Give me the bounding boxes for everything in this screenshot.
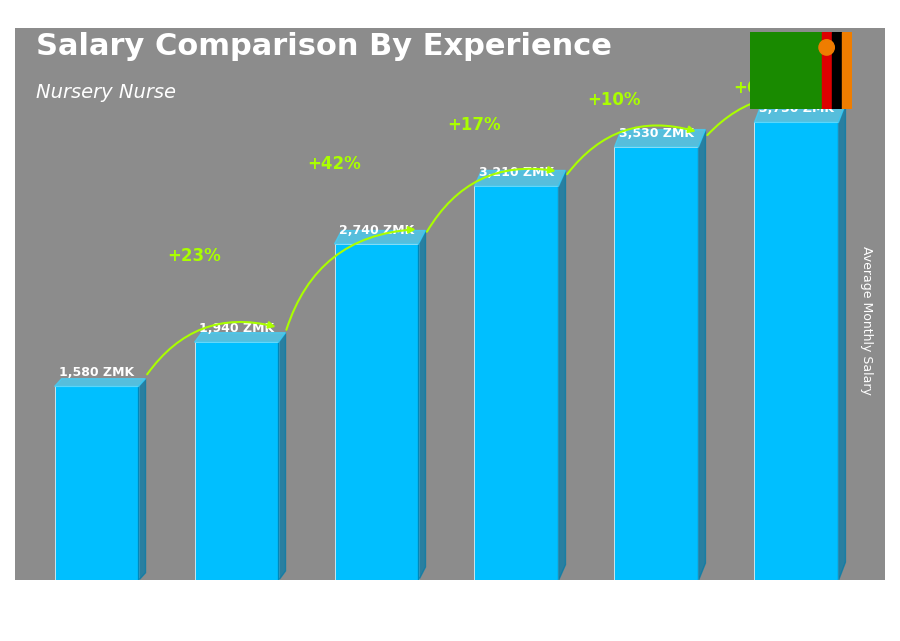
- Text: Nursery Nurse: Nursery Nurse: [36, 83, 176, 103]
- Text: +17%: +17%: [447, 116, 501, 134]
- Bar: [335, 244, 419, 581]
- Polygon shape: [139, 379, 146, 581]
- Bar: [474, 187, 559, 581]
- Text: salary: salary: [398, 613, 450, 628]
- Text: +10%: +10%: [588, 91, 641, 109]
- Polygon shape: [418, 231, 426, 581]
- Text: +42%: +42%: [308, 155, 362, 173]
- Bar: [194, 342, 278, 581]
- Circle shape: [819, 40, 834, 55]
- Bar: [832, 32, 842, 109]
- Bar: [822, 32, 832, 109]
- Polygon shape: [194, 333, 285, 342]
- Text: 2,740 ZMK: 2,740 ZMK: [339, 224, 414, 237]
- Bar: [754, 122, 839, 581]
- Text: 3,730 ZMK: 3,730 ZMK: [759, 102, 834, 115]
- Text: explorer.com: explorer.com: [450, 613, 550, 628]
- Text: +23%: +23%: [167, 247, 221, 265]
- Text: 1,580 ZMK: 1,580 ZMK: [59, 366, 134, 379]
- Text: 1,940 ZMK: 1,940 ZMK: [199, 322, 274, 335]
- Bar: [842, 32, 852, 109]
- Text: 3,210 ZMK: 3,210 ZMK: [479, 166, 554, 179]
- Polygon shape: [559, 171, 565, 581]
- Text: +6%: +6%: [734, 79, 776, 97]
- Polygon shape: [474, 171, 565, 187]
- Polygon shape: [55, 379, 146, 387]
- Text: Salary Comparison By Experience: Salary Comparison By Experience: [36, 32, 612, 61]
- Polygon shape: [335, 231, 426, 244]
- Polygon shape: [615, 129, 706, 147]
- Polygon shape: [839, 104, 845, 581]
- Text: 3,530 ZMK: 3,530 ZMK: [619, 126, 694, 140]
- Text: Average Monthly Salary: Average Monthly Salary: [860, 246, 873, 395]
- Polygon shape: [754, 104, 845, 122]
- Polygon shape: [278, 333, 285, 581]
- Bar: [55, 387, 139, 581]
- Bar: [615, 147, 698, 581]
- Polygon shape: [698, 129, 706, 581]
